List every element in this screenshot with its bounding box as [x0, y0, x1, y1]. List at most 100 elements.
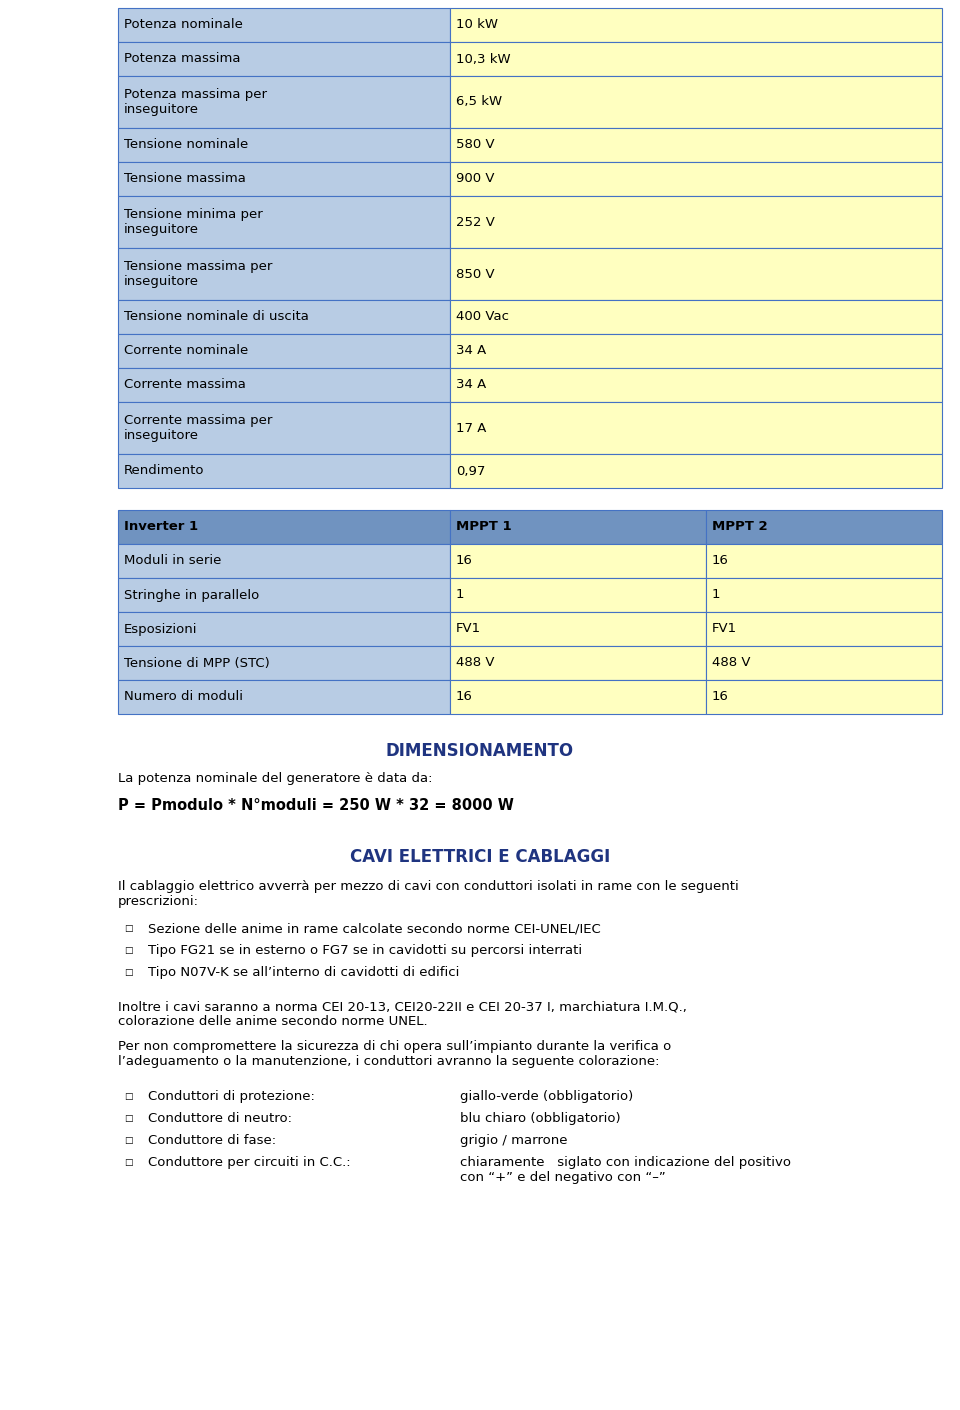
Bar	[118, 8, 450, 42]
Text: Conduttori di protezione:: Conduttori di protezione:	[148, 1090, 315, 1103]
Bar	[450, 402, 942, 454]
Bar	[118, 680, 450, 713]
Bar	[450, 76, 942, 128]
Bar	[450, 162, 942, 196]
Bar	[118, 510, 450, 544]
Text: Numero di moduli: Numero di moduli	[124, 691, 243, 704]
Text: Esposizioni: Esposizioni	[124, 622, 198, 636]
Text: Sezione delle anime in rame calcolate secondo norme CEI-UNEL/IEC: Sezione delle anime in rame calcolate se…	[148, 922, 601, 935]
Text: 17 A: 17 A	[456, 422, 487, 434]
Text: FV1: FV1	[712, 622, 737, 636]
Text: □: □	[124, 1114, 132, 1122]
Bar	[706, 680, 942, 713]
Text: 252 V: 252 V	[456, 216, 494, 228]
Bar	[118, 454, 450, 488]
Text: □: □	[124, 1158, 132, 1167]
Text: 34 A: 34 A	[456, 344, 487, 358]
Text: 6,5 kW: 6,5 kW	[456, 96, 502, 109]
Text: 580 V: 580 V	[456, 138, 494, 151]
Text: Potenza massima per
inseguitore: Potenza massima per inseguitore	[124, 87, 267, 116]
Text: Tensione nominale: Tensione nominale	[124, 138, 249, 151]
Text: Per non compromettere la sicurezza di chi opera sull’impianto durante la verific: Per non compromettere la sicurezza di ch…	[118, 1041, 671, 1067]
Bar	[118, 612, 450, 646]
Bar	[450, 196, 942, 248]
Bar	[450, 8, 942, 42]
Text: 34 A: 34 A	[456, 378, 487, 392]
Bar	[450, 578, 706, 612]
Text: 10 kW: 10 kW	[456, 18, 498, 31]
Bar	[118, 578, 450, 612]
Bar	[450, 300, 942, 334]
Text: 16: 16	[456, 554, 473, 567]
Text: Stringhe in parallelo: Stringhe in parallelo	[124, 588, 259, 602]
Bar	[450, 510, 706, 544]
Text: Conduttore per circuiti in C.C.:: Conduttore per circuiti in C.C.:	[148, 1156, 350, 1169]
Bar	[450, 128, 942, 162]
Text: □: □	[124, 969, 132, 977]
Text: Tensione massima: Tensione massima	[124, 172, 246, 186]
Bar	[706, 544, 942, 578]
Text: Corrente massima: Corrente massima	[124, 378, 246, 392]
Text: giallo-verde (obbligatorio): giallo-verde (obbligatorio)	[460, 1090, 634, 1103]
Bar	[450, 544, 706, 578]
Text: □: □	[124, 946, 132, 955]
Bar	[706, 646, 942, 680]
Text: Rendimento: Rendimento	[124, 464, 204, 478]
Bar	[706, 578, 942, 612]
Text: Tensione massima per
inseguitore: Tensione massima per inseguitore	[124, 259, 273, 288]
Text: 16: 16	[456, 691, 473, 704]
Text: Tensione minima per
inseguitore: Tensione minima per inseguitore	[124, 209, 263, 235]
Text: MPPT 1: MPPT 1	[456, 520, 512, 533]
Bar	[118, 42, 450, 76]
Text: 0,97: 0,97	[456, 464, 486, 478]
Text: Potenza nominale: Potenza nominale	[124, 18, 243, 31]
Bar	[118, 368, 450, 402]
Text: □: □	[124, 924, 132, 933]
Bar	[450, 334, 942, 368]
Text: Corrente massima per
inseguitore: Corrente massima per inseguitore	[124, 415, 273, 441]
Text: 1: 1	[712, 588, 721, 602]
Text: P = Pmodulo * N°moduli = 250 W * 32 = 8000 W: P = Pmodulo * N°moduli = 250 W * 32 = 80…	[118, 798, 514, 814]
Text: 1: 1	[456, 588, 465, 602]
Bar	[118, 544, 450, 578]
Text: chiaramente   siglato con indicazione del positivo
con “+” e del negativo con “–: chiaramente siglato con indicazione del …	[460, 1156, 791, 1184]
Text: Tipo N07V-K se all’interno di cavidotti di edifici: Tipo N07V-K se all’interno di cavidotti …	[148, 966, 460, 979]
Text: CAVI ELETTRICI E CABLAGGI: CAVI ELETTRICI E CABLAGGI	[349, 847, 611, 866]
Text: Inoltre i cavi saranno a norma CEI 20-13, CEI20-22II e CEI 20-37 I, marchiatura : Inoltre i cavi saranno a norma CEI 20-13…	[118, 1000, 686, 1028]
Text: 900 V: 900 V	[456, 172, 494, 186]
Text: 850 V: 850 V	[456, 268, 494, 281]
Bar	[450, 42, 942, 76]
Text: Inverter 1: Inverter 1	[124, 520, 198, 533]
Text: 400 Vac: 400 Vac	[456, 310, 509, 323]
Bar	[706, 510, 942, 544]
Bar	[118, 300, 450, 334]
Text: Corrente nominale: Corrente nominale	[124, 344, 249, 358]
Bar	[450, 646, 706, 680]
Bar	[118, 402, 450, 454]
Text: grigio / marrone: grigio / marrone	[460, 1134, 567, 1146]
Bar	[118, 196, 450, 248]
Text: La potenza nominale del generatore è data da:: La potenza nominale del generatore è dat…	[118, 773, 433, 785]
Bar	[118, 646, 450, 680]
Bar	[118, 128, 450, 162]
Bar	[118, 334, 450, 368]
Bar	[118, 76, 450, 128]
Bar	[450, 368, 942, 402]
Text: □: □	[124, 1136, 132, 1145]
Text: DIMENSIONAMENTO: DIMENSIONAMENTO	[386, 742, 574, 760]
Bar	[450, 612, 706, 646]
Text: 488 V: 488 V	[712, 657, 751, 670]
Text: FV1: FV1	[456, 622, 481, 636]
Text: Potenza massima: Potenza massima	[124, 52, 241, 65]
Text: blu chiaro (obbligatorio): blu chiaro (obbligatorio)	[460, 1112, 620, 1125]
Text: Tipo FG21 se in esterno o FG7 se in cavidotti su percorsi interrati: Tipo FG21 se in esterno o FG7 se in cavi…	[148, 945, 582, 957]
Bar	[118, 162, 450, 196]
Text: 16: 16	[712, 554, 729, 567]
Text: 16: 16	[712, 691, 729, 704]
Text: 488 V: 488 V	[456, 657, 494, 670]
Text: □: □	[124, 1091, 132, 1101]
Text: Moduli in serie: Moduli in serie	[124, 554, 222, 567]
Text: Conduttore di neutro:: Conduttore di neutro:	[148, 1112, 292, 1125]
Text: Il cablaggio elettrico avverrà per mezzo di cavi con conduttori isolati in rame : Il cablaggio elettrico avverrà per mezzo…	[118, 880, 739, 908]
Text: Tensione di MPP (STC): Tensione di MPP (STC)	[124, 657, 270, 670]
